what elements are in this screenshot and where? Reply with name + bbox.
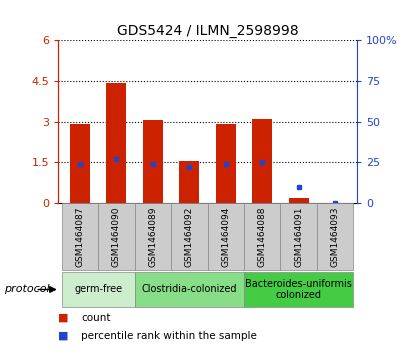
Text: count: count: [81, 313, 110, 323]
Text: GSM1464089: GSM1464089: [148, 207, 157, 267]
Text: GSM1464087: GSM1464087: [76, 207, 85, 267]
Text: ■: ■: [58, 313, 68, 323]
Text: GSM1464093: GSM1464093: [330, 207, 339, 267]
Bar: [288, 198, 309, 203]
Bar: [70, 124, 90, 203]
Bar: [179, 161, 199, 203]
Bar: [252, 119, 272, 203]
Title: GDS5424 / ILMN_2598998: GDS5424 / ILMN_2598998: [117, 24, 298, 37]
Text: protocol: protocol: [4, 285, 50, 294]
Text: Clostridia-colonized: Clostridia-colonized: [142, 285, 237, 294]
Bar: [216, 124, 236, 203]
Text: GSM1464091: GSM1464091: [294, 207, 303, 267]
Text: GSM1464092: GSM1464092: [185, 207, 194, 267]
Bar: [106, 83, 127, 203]
Text: percentile rank within the sample: percentile rank within the sample: [81, 331, 257, 341]
Text: GSM1464090: GSM1464090: [112, 207, 121, 267]
Text: ■: ■: [58, 331, 68, 341]
Text: Bacteroides-uniformis
colonized: Bacteroides-uniformis colonized: [245, 279, 352, 300]
Text: germ-free: germ-free: [74, 285, 122, 294]
Text: GSM1464094: GSM1464094: [221, 207, 230, 267]
Bar: [143, 120, 163, 203]
Text: GSM1464088: GSM1464088: [258, 207, 267, 267]
